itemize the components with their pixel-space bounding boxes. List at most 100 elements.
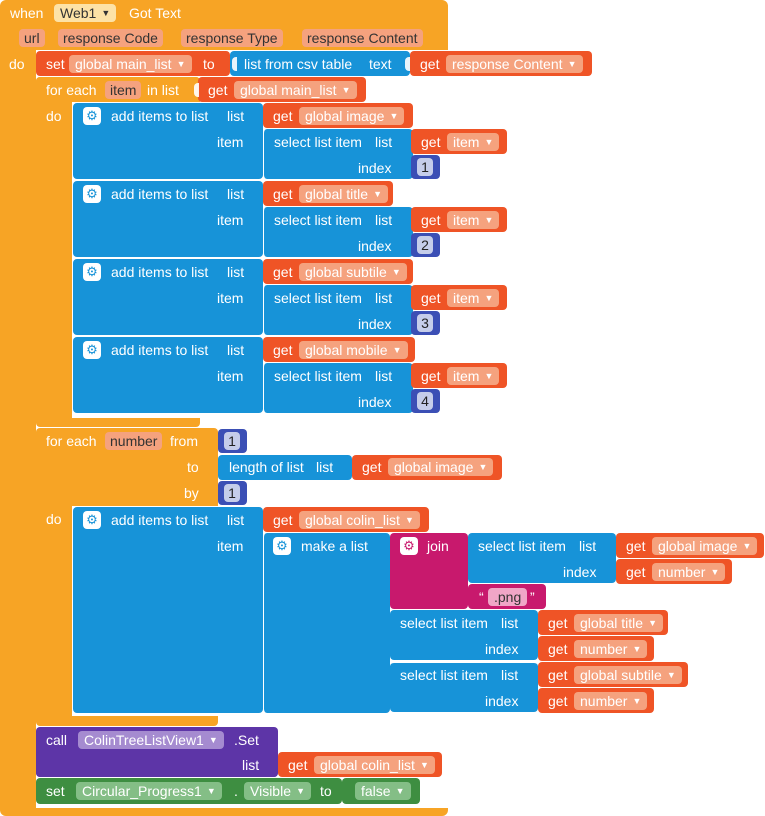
- number-var-dropdown[interactable]: number ▼: [652, 563, 726, 581]
- index-label: index: [358, 316, 392, 332]
- to-label: to: [187, 459, 199, 475]
- add-items-subtile-block[interactable]: [73, 259, 263, 335]
- for-number-var[interactable]: number: [105, 432, 163, 450]
- get-label: get: [273, 186, 293, 202]
- var-name: global main_list: [75, 56, 172, 72]
- get-label: get: [626, 564, 646, 580]
- image-var-dropdown[interactable]: global image ▼: [299, 107, 405, 125]
- visible-property-dropdown[interactable]: Visible ▼: [244, 782, 311, 800]
- param-response-type[interactable]: response Type: [181, 29, 283, 47]
- list-label: list: [227, 512, 245, 528]
- var-name: response Content: [452, 56, 563, 72]
- number-var-dropdown[interactable]: number ▼: [574, 692, 648, 710]
- number-var-dropdown[interactable]: number ▼: [574, 640, 648, 658]
- param-url[interactable]: url: [19, 29, 45, 47]
- make-a-list-block[interactable]: [263, 533, 390, 713]
- get-label: get: [362, 459, 382, 475]
- get-label: get: [548, 615, 568, 631]
- list-label: list: [375, 368, 393, 384]
- number-field[interactable]: 1: [224, 484, 240, 502]
- treeview-component-dropdown[interactable]: ColinTreeListView1 ▼: [78, 731, 224, 749]
- number-field[interactable]: 1: [417, 158, 433, 176]
- get-label: get: [273, 264, 293, 280]
- triangle-down-icon: ▼: [373, 189, 383, 199]
- var-name: global image: [305, 108, 385, 124]
- by-label: by: [184, 485, 199, 501]
- length-of-list-block[interactable]: [218, 455, 352, 480]
- get-label: get: [288, 757, 308, 773]
- param-response-code[interactable]: response Code: [58, 29, 163, 47]
- list-from-csv-block[interactable]: [230, 51, 410, 76]
- component-name: Circular_Progress1: [82, 783, 202, 799]
- add-items-colin-block[interactable]: [73, 507, 263, 713]
- get-label: get: [548, 641, 568, 657]
- gear-icon[interactable]: ⚙: [83, 185, 101, 203]
- title-var-dropdown[interactable]: global title ▼: [574, 614, 664, 632]
- number-field[interactable]: 2: [417, 236, 433, 254]
- triangle-down-icon: ▼: [341, 85, 351, 95]
- mobile-var-dropdown[interactable]: global mobile ▼: [299, 341, 408, 359]
- triangle-down-icon: ▼: [395, 786, 405, 796]
- subtile-var-dropdown[interactable]: global subtile ▼: [299, 263, 407, 281]
- make-a-list-label: make a list: [301, 538, 368, 554]
- item-label: item: [217, 368, 244, 384]
- select-list-item-block[interactable]: [468, 533, 616, 583]
- subtile-var-dropdown[interactable]: global subtile ▼: [574, 666, 682, 684]
- boolean-dropdown[interactable]: false ▼: [355, 782, 411, 800]
- index-label: index: [358, 238, 392, 254]
- add-items-title-block[interactable]: [73, 181, 263, 257]
- var-name: global colin_list: [320, 757, 415, 773]
- boolean-value: false: [361, 783, 391, 799]
- gear-icon[interactable]: ⚙: [83, 511, 101, 529]
- add-items-image-block[interactable]: [73, 103, 263, 179]
- image-var-dropdown[interactable]: global image ▼: [388, 458, 494, 476]
- png-string-field[interactable]: .png: [488, 588, 528, 606]
- list-label: list: [375, 212, 393, 228]
- select-list-item-block[interactable]: [390, 662, 538, 712]
- image-var-dropdown[interactable]: global image ▼: [652, 537, 758, 555]
- get-label: get: [273, 108, 293, 124]
- item-var-dropdown[interactable]: item ▼: [447, 211, 500, 229]
- gear-icon[interactable]: ⚙: [83, 263, 101, 281]
- main-list-get-dropdown[interactable]: global main_list ▼: [234, 81, 357, 99]
- colin-list-var-dropdown[interactable]: global colin_list ▼: [314, 756, 435, 774]
- for-each-item-var[interactable]: item: [105, 81, 142, 99]
- get-label: get: [421, 290, 441, 306]
- item-var-dropdown[interactable]: item ▼: [447, 367, 500, 385]
- gear-icon[interactable]: ⚙: [400, 537, 418, 555]
- var-name: global colin_list: [305, 512, 400, 528]
- select-list-item-block[interactable]: [263, 207, 413, 257]
- var-name: item: [453, 368, 480, 384]
- triangle-down-icon: ▼: [405, 515, 414, 525]
- select-item-label: select list item: [274, 212, 362, 228]
- gear-icon[interactable]: ⚙: [83, 107, 101, 125]
- from-label: from: [170, 433, 198, 449]
- main-list-var-dropdown[interactable]: global main_list ▼: [69, 55, 192, 73]
- get-label: get: [273, 342, 293, 358]
- select-list-item-block[interactable]: [390, 610, 538, 660]
- progress-component-dropdown[interactable]: Circular_Progress1 ▼: [76, 782, 222, 800]
- item-var-dropdown[interactable]: item ▼: [447, 133, 500, 151]
- var-name: item: [453, 212, 480, 228]
- param-response-content[interactable]: response Content: [302, 29, 423, 47]
- select-list-item-block[interactable]: [263, 285, 413, 335]
- component-dropdown[interactable]: Web1 ▼: [54, 4, 117, 22]
- add-items-mobile-block[interactable]: [73, 337, 263, 413]
- list-label: list: [227, 264, 245, 280]
- index-label: index: [563, 564, 597, 580]
- number-field[interactable]: 1: [224, 432, 240, 450]
- item-var-dropdown[interactable]: item ▼: [447, 289, 500, 307]
- gear-icon[interactable]: ⚙: [83, 341, 101, 359]
- gear-icon[interactable]: ⚙: [273, 537, 291, 555]
- get-label: get: [548, 693, 568, 709]
- triangle-down-icon: ▼: [632, 644, 642, 654]
- response-content-dropdown[interactable]: response Content ▼: [446, 55, 583, 73]
- number-field[interactable]: 4: [417, 392, 433, 410]
- colin-list-var-dropdown[interactable]: global colin_list ▼: [299, 511, 420, 529]
- for-each-label: for each: [46, 82, 97, 98]
- number-field[interactable]: 3: [417, 314, 433, 332]
- title-var-dropdown[interactable]: global title ▼: [299, 185, 389, 203]
- select-list-item-block[interactable]: [263, 129, 413, 179]
- index-label: index: [358, 394, 392, 410]
- select-list-item-block[interactable]: [263, 363, 413, 413]
